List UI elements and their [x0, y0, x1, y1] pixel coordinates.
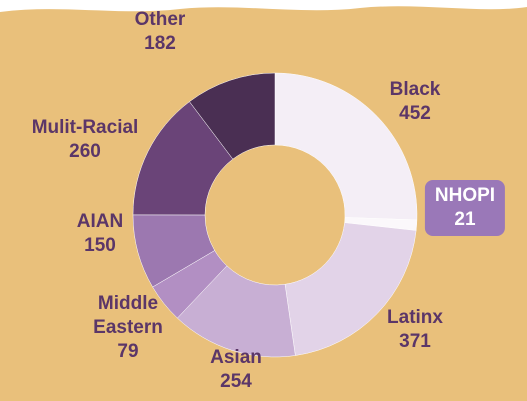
category-label: Mulit-Racial: [31, 117, 139, 138]
slice-label: Asian 254: [210, 346, 262, 394]
slice-label: NHOPI 21: [424, 180, 506, 236]
category-label: Asian: [210, 347, 262, 368]
slice-label: AIAN 150: [77, 210, 123, 258]
category-label: Latinx: [387, 307, 443, 328]
value-label: 371: [399, 331, 431, 352]
donut-slice: [284, 222, 417, 356]
value-label: 260: [69, 141, 101, 162]
value-label: 254: [220, 371, 252, 392]
slice-label: Mulit-Racial 260: [32, 116, 139, 164]
value-label: 21: [454, 209, 476, 230]
category-label: Black: [389, 79, 441, 100]
slice-label: Middle Eastern 79: [88, 292, 168, 364]
donut-slice: [189, 72, 276, 160]
slice-label: Other 182: [135, 8, 186, 56]
background: [0, 6, 527, 401]
category-label: Other: [134, 9, 186, 30]
category-label: AIAN: [76, 211, 124, 232]
category-label: Middle Eastern: [93, 293, 163, 338]
category-label: NHOPI: [434, 185, 496, 206]
value-label: 79: [117, 341, 139, 362]
value-label: 150: [84, 235, 116, 256]
slice-label: Latinx 371: [387, 306, 443, 354]
value-label: 452: [399, 103, 431, 124]
value-label: 182: [144, 33, 176, 54]
slice-label: Black 452: [390, 78, 441, 126]
